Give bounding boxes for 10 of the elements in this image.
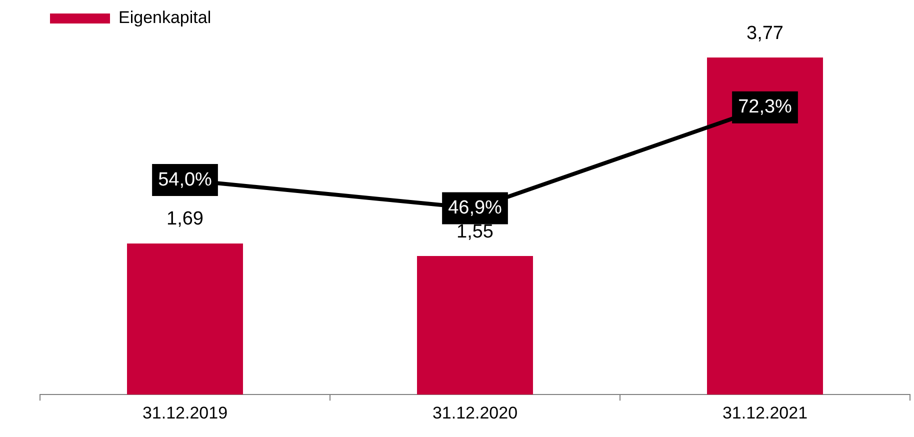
x-tick-label: 31.12.2020 xyxy=(432,403,518,422)
data-label: 72,3% xyxy=(738,96,792,118)
legend-label: Eigenkapital xyxy=(118,8,212,28)
data-label: 3,77 xyxy=(746,22,784,44)
data-label: 54,0% xyxy=(158,169,212,190)
data-label: 46,9% xyxy=(448,197,502,218)
data-label: 1,55 xyxy=(456,221,494,242)
data-label: 1,69 xyxy=(166,208,204,230)
x-tick-label: 31.12.2021 xyxy=(722,403,808,422)
x-tick-label: 31.12.2019 xyxy=(142,403,228,422)
